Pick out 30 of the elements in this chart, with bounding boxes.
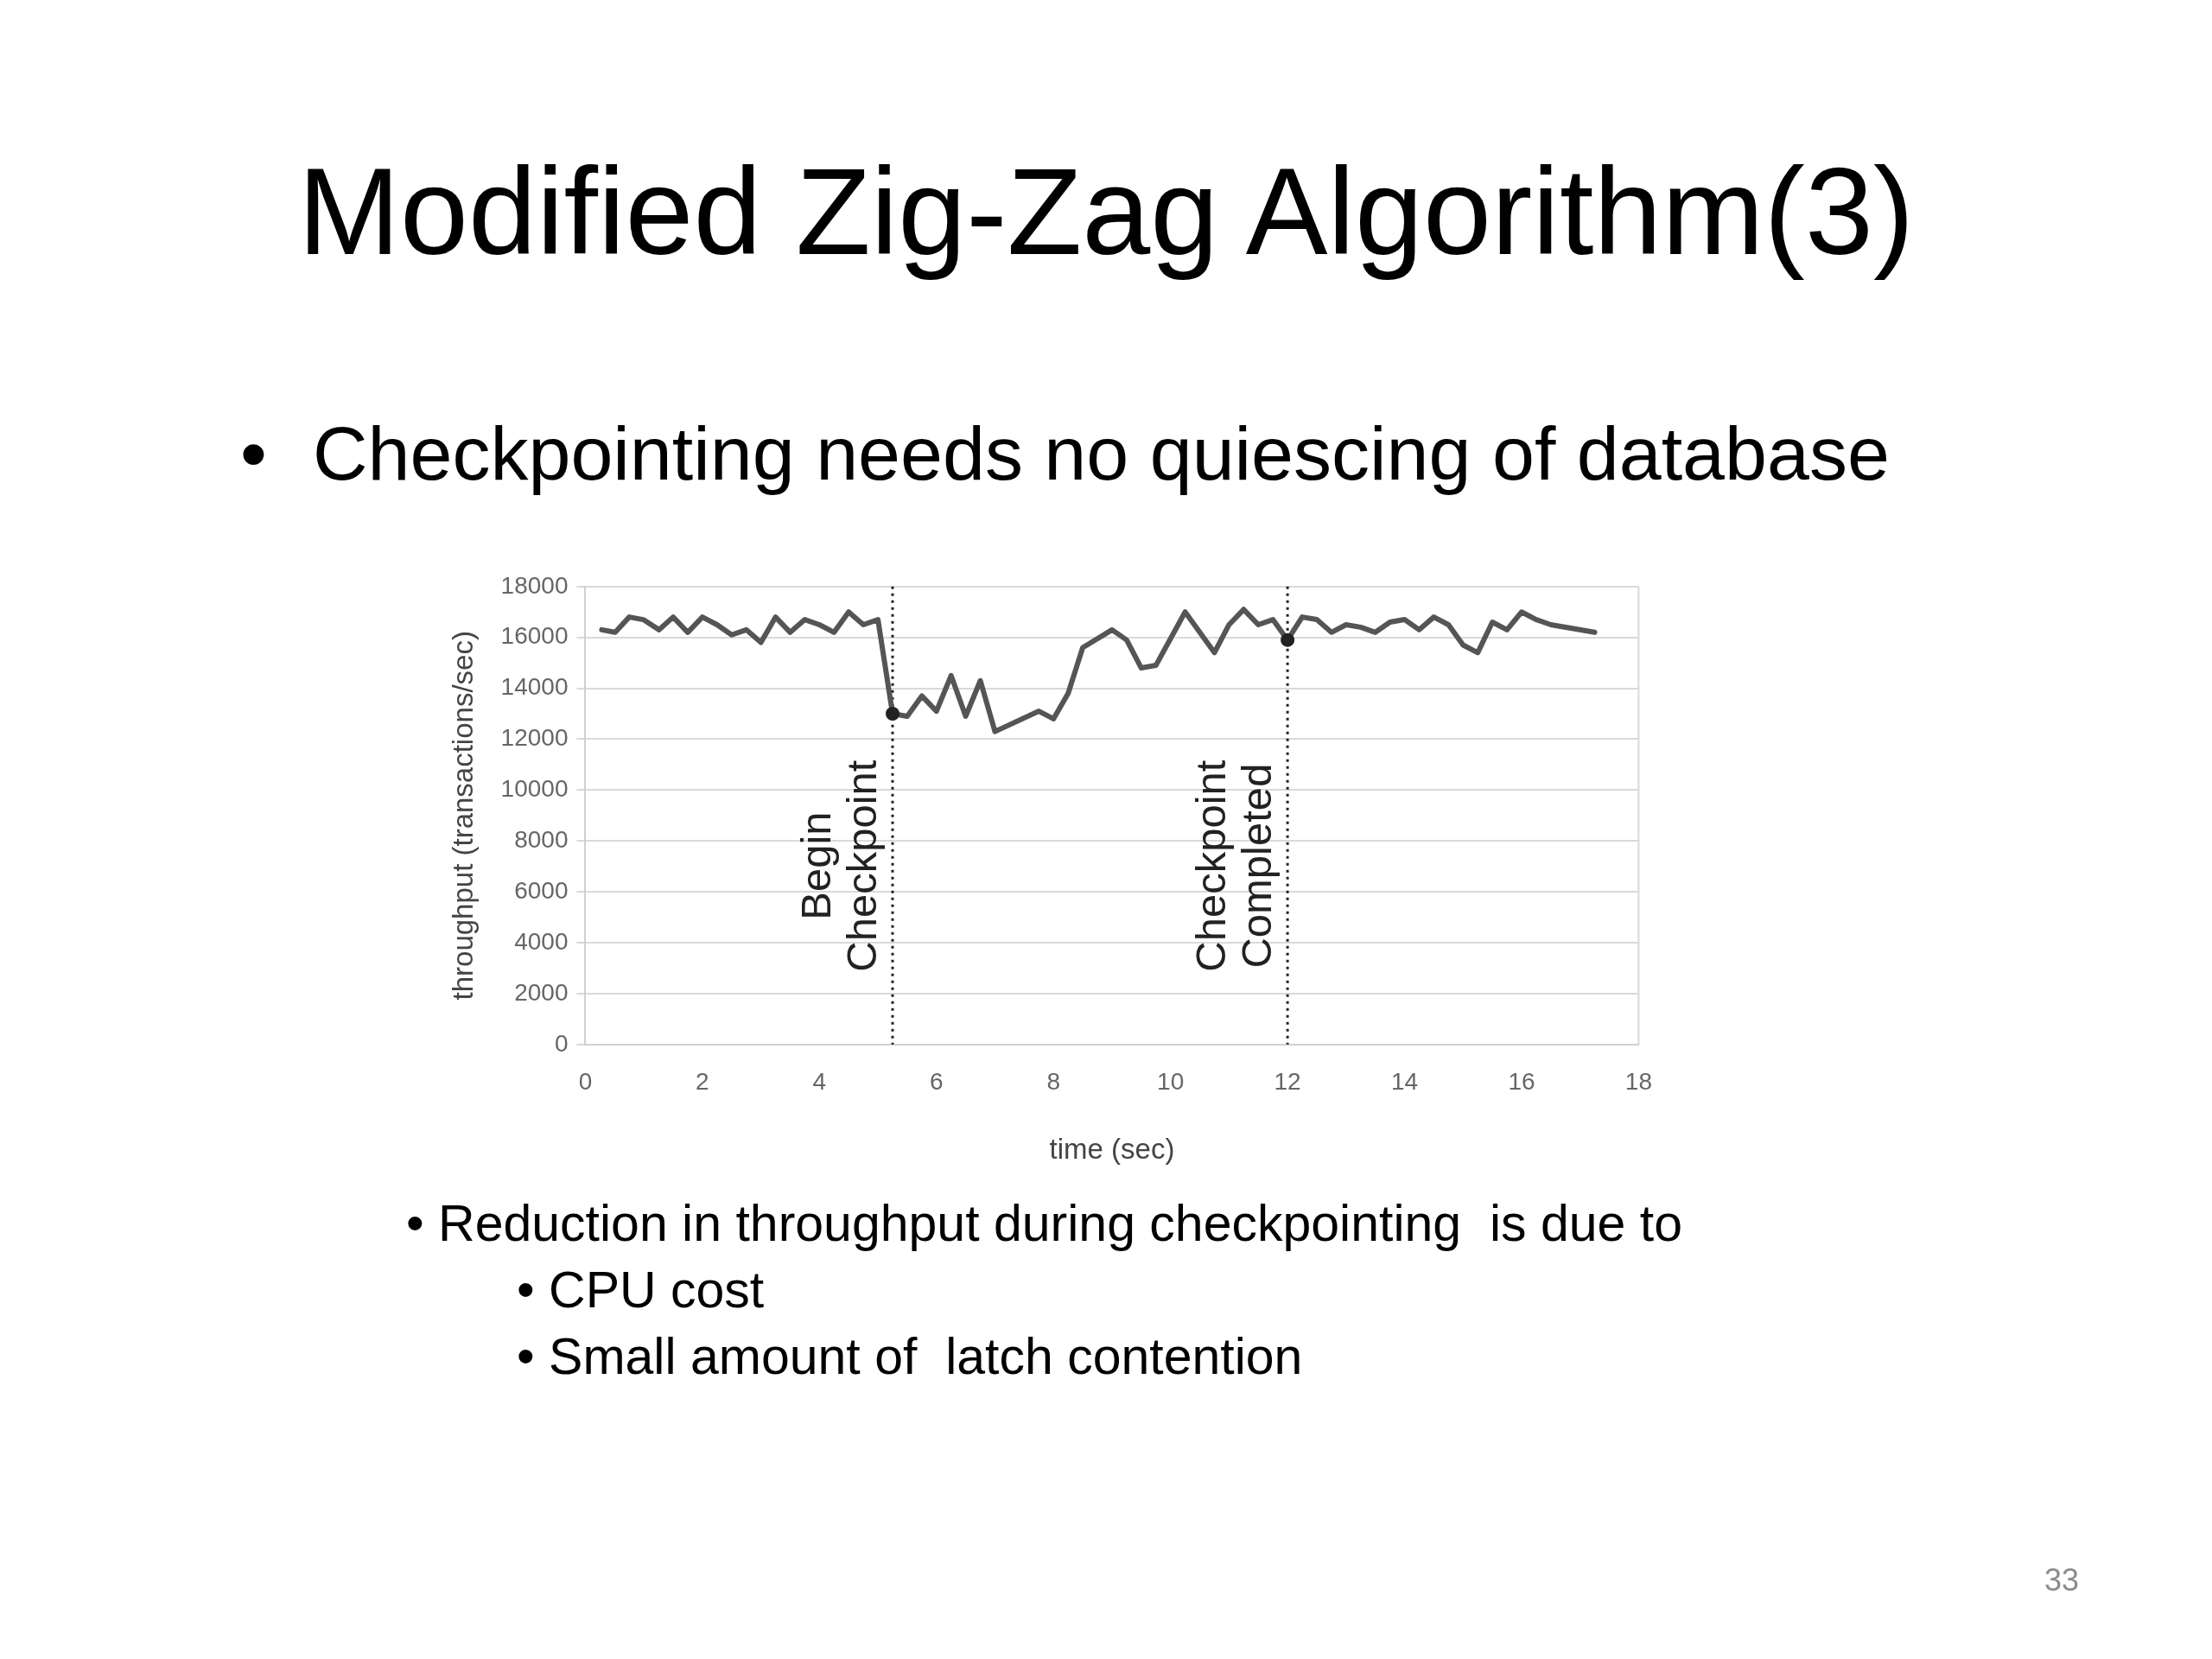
x-tick-label: 8 [1046,1068,1061,1096]
x-tick-label: 2 [696,1068,709,1096]
chart-title: Modified Zig-Zag Algorithm(3) [296,143,1916,281]
x-axis-title: time (sec) [1049,1133,1175,1166]
y-tick-label: 12000 [500,724,569,752]
text: • Small amount of latch contention [517,1327,1303,1387]
text: • CPU cost [517,1261,765,1320]
y-tick-label: 0 [554,1029,569,1057]
ref-line-label: Checkpoint Completed [1187,760,1281,972]
y-tick-label: 16000 [500,622,569,650]
y-tick-label: 2000 [514,978,569,1006]
y-tick-label: 18000 [500,571,569,599]
text: 33 [2043,1562,2079,1599]
ref-line-label: Begin Checkpoint [792,760,886,972]
x-tick-label: 10 [1157,1068,1185,1096]
x-tick-label: 12 [1274,1068,1301,1096]
y-tick-label: 6000 [514,876,569,904]
y-tick-label: 10000 [500,775,569,803]
x-tick-label: 4 [812,1068,827,1096]
chart-subtitle: • Checkpointing needs no quiescing of database [240,410,1890,497]
x-tick-label: 18 [1624,1068,1653,1096]
x-tick-label: 0 [578,1068,593,1096]
x-tick-label: 16 [1508,1068,1535,1096]
y-tick-label: 4000 [514,927,569,955]
x-tick-label: 14 [1390,1068,1419,1096]
text: • Reduction in throughput during checkpointing is due to [406,1194,1682,1254]
x-tick-label: 6 [929,1068,944,1096]
y-axis-title: throughput (transactions/sec) [446,631,479,1001]
y-tick-label: 8000 [514,825,569,853]
y-tick-label: 14000 [500,673,569,701]
